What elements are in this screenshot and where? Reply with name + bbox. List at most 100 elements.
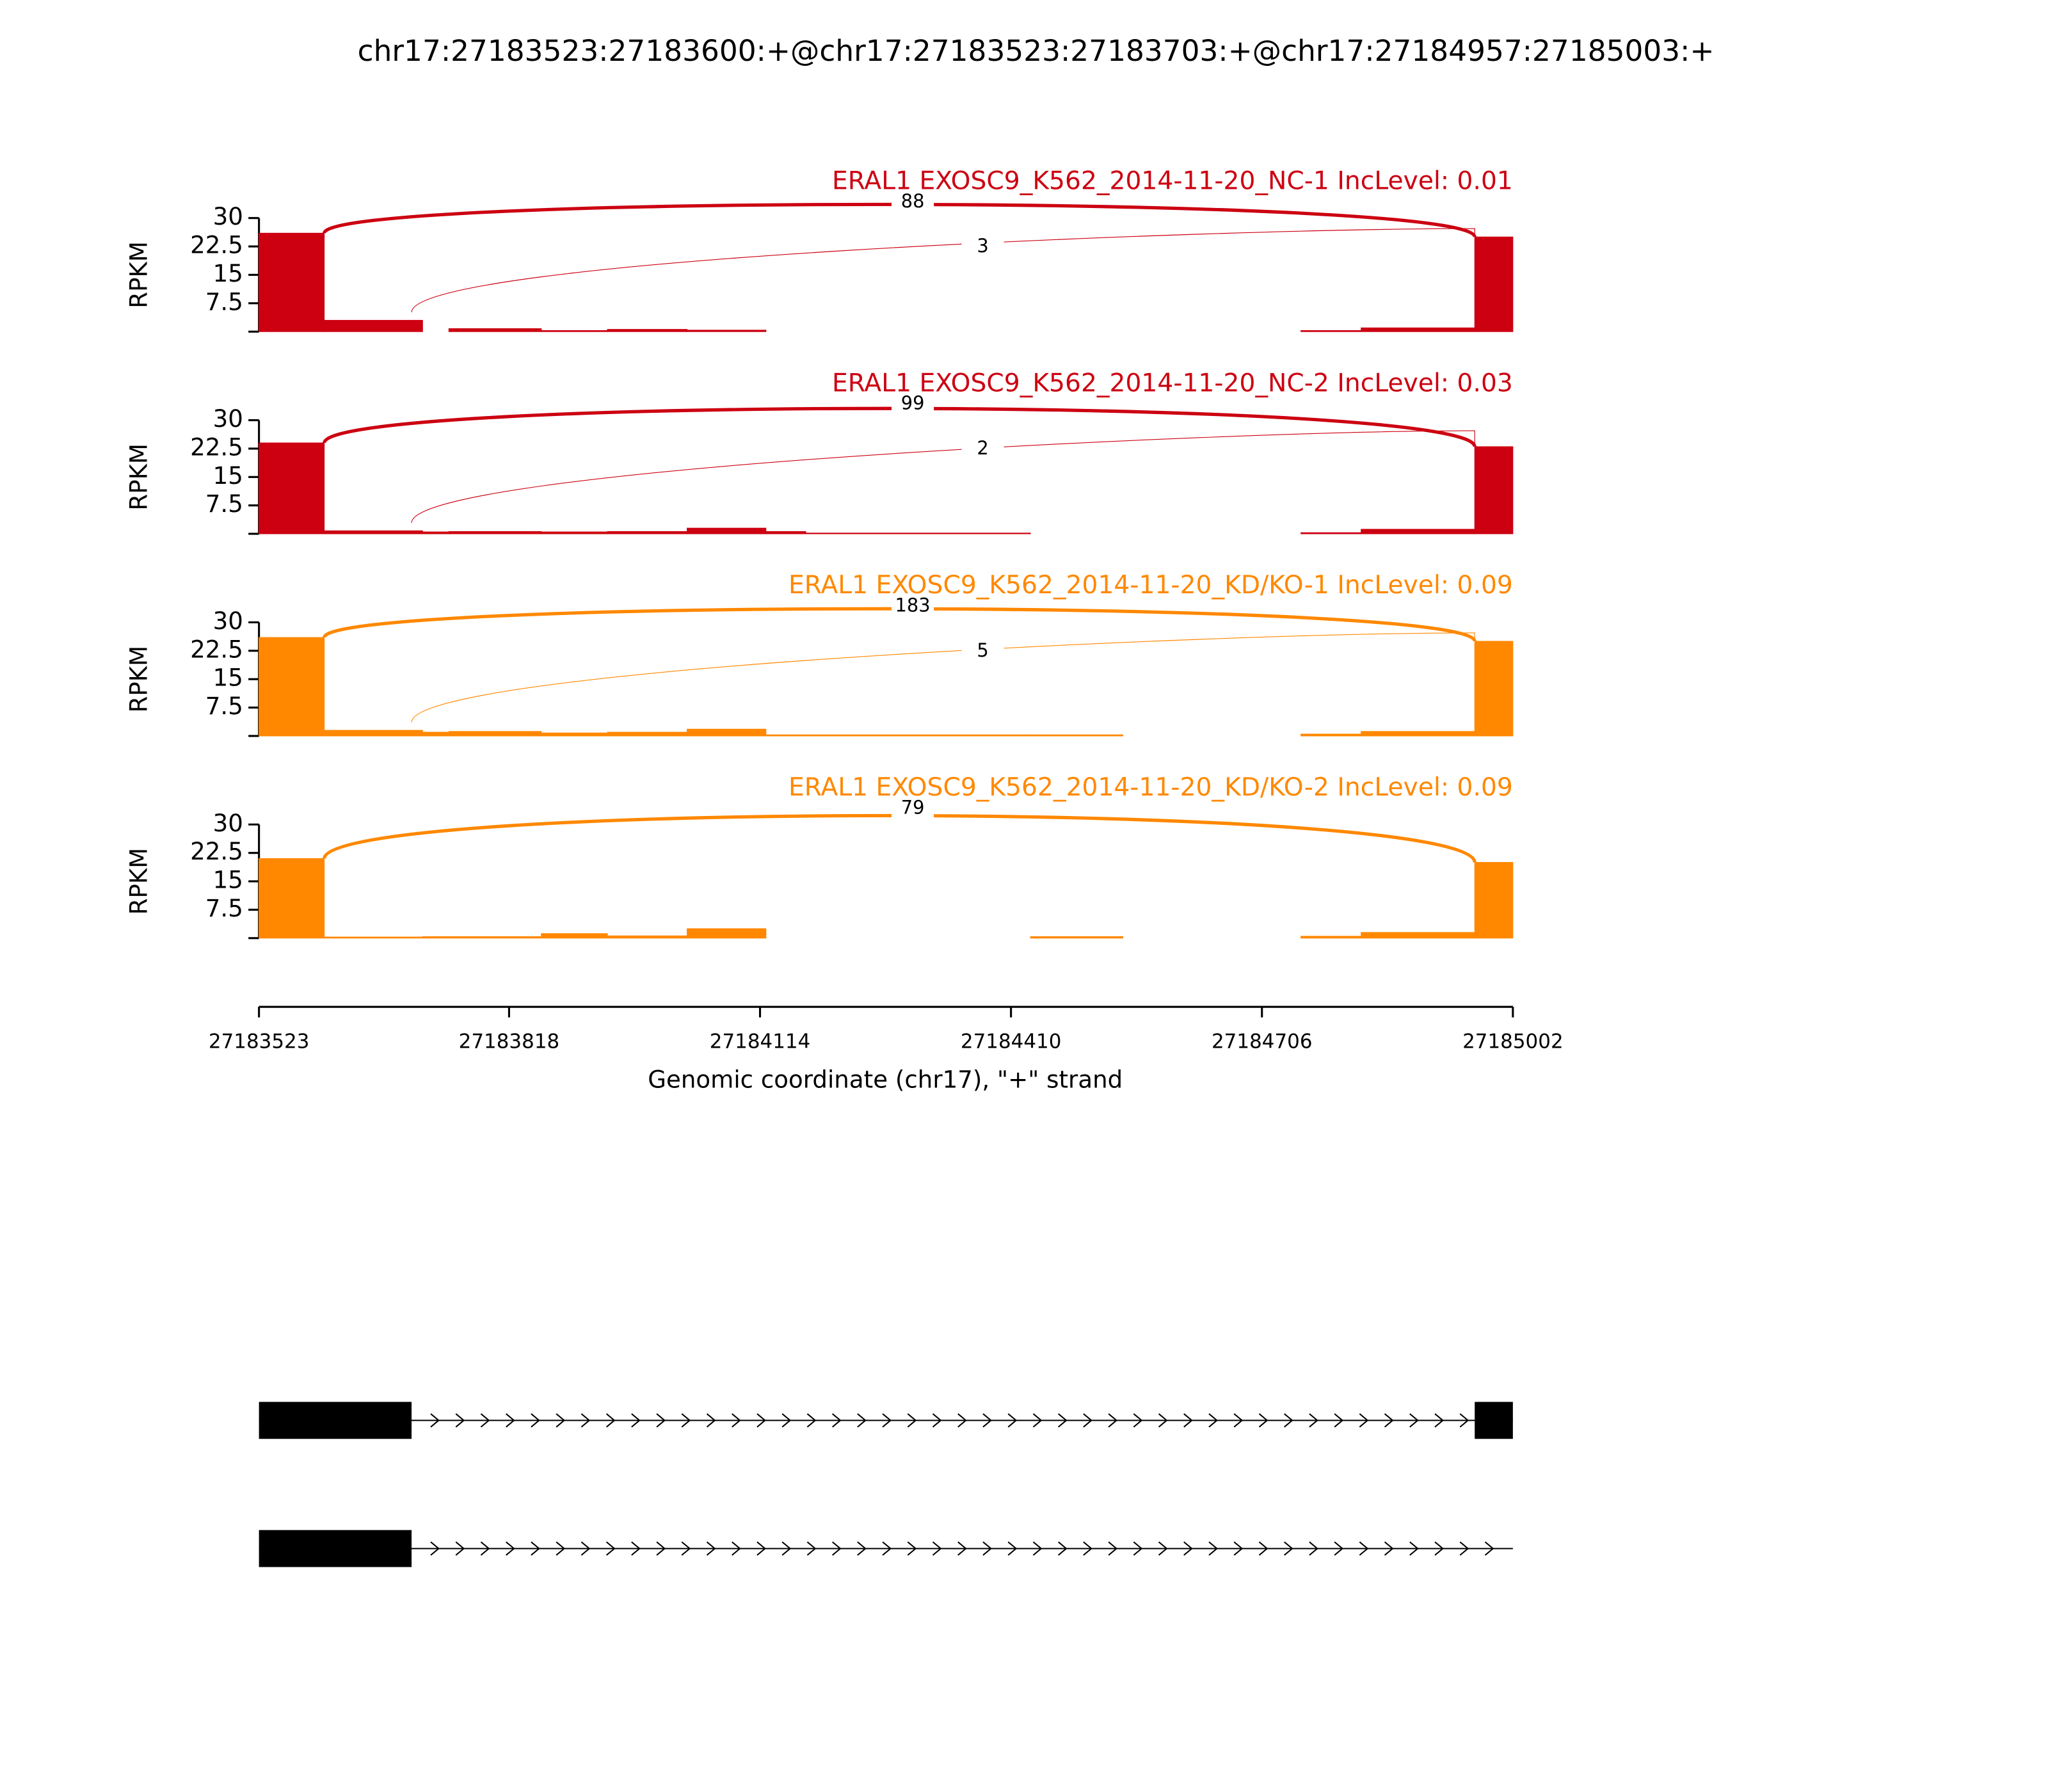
exon xyxy=(1475,1402,1513,1439)
strand-chevron xyxy=(756,1541,766,1556)
junction-count: 3 xyxy=(977,235,988,257)
strand-chevron xyxy=(1284,1541,1293,1556)
coverage-bar xyxy=(805,532,1031,534)
coverage-bar xyxy=(422,732,449,737)
strand-chevron xyxy=(1309,1413,1318,1428)
coverage-bar xyxy=(448,328,542,332)
strand-chevron xyxy=(1409,1541,1419,1556)
y-tick-label: 22.5 xyxy=(190,433,243,461)
junction-count: 183 xyxy=(895,595,931,616)
strand-chevron xyxy=(1133,1413,1143,1428)
x-tick-label: 27184114 xyxy=(710,1030,811,1053)
strand-chevron xyxy=(1459,1413,1469,1428)
strand-chevron xyxy=(1434,1541,1444,1556)
strand-chevron xyxy=(1058,1541,1068,1556)
exon xyxy=(259,1530,412,1567)
coverage-bar xyxy=(687,330,767,332)
strand-chevron xyxy=(430,1413,440,1428)
strand-chevron xyxy=(580,1413,591,1428)
strand-chevron xyxy=(480,1541,490,1556)
coverage-bar xyxy=(324,936,423,939)
strand-chevron xyxy=(531,1413,540,1428)
strand-chevron xyxy=(932,1413,942,1428)
strand-chevron xyxy=(1334,1413,1344,1428)
strand-chevron xyxy=(656,1413,666,1428)
strand-chevron xyxy=(1258,1413,1268,1428)
strand-chevron xyxy=(806,1413,817,1428)
junction-label-bg xyxy=(961,641,1004,662)
strand-chevron xyxy=(1208,1541,1219,1556)
coverage-bar xyxy=(1030,936,1124,939)
strand-chevron xyxy=(907,1413,917,1428)
strand-chevron xyxy=(732,1541,741,1556)
strand-chevron xyxy=(1258,1541,1268,1556)
coverage-bar xyxy=(324,530,423,534)
coverage-bar xyxy=(607,531,688,534)
strand-chevron xyxy=(580,1541,591,1556)
coverage-bar xyxy=(765,531,806,534)
strand-chevron xyxy=(706,1541,716,1556)
coverage-bar xyxy=(1030,734,1124,737)
strand-chevron xyxy=(957,1541,967,1556)
strand-chevron xyxy=(631,1413,641,1428)
coverage-bar xyxy=(422,531,449,534)
strand-chevron xyxy=(556,1541,566,1556)
strand-chevron xyxy=(1083,1541,1092,1556)
y-tick-label: 15 xyxy=(213,664,243,692)
strand-chevron xyxy=(1108,1413,1118,1428)
strand-chevron xyxy=(1409,1413,1419,1428)
coverage-bar xyxy=(324,319,423,332)
strand-chevron xyxy=(1309,1541,1318,1556)
strand-chevron xyxy=(1434,1413,1444,1428)
y-tick-label: 15 xyxy=(213,260,243,287)
strand-chevron xyxy=(1233,1541,1244,1556)
strand-chevron xyxy=(556,1413,566,1428)
coverage-bar xyxy=(448,531,542,534)
strand-chevron xyxy=(1484,1541,1494,1556)
coverage-bar xyxy=(1474,861,1514,939)
coverage-bar xyxy=(448,731,542,737)
strand-chevron xyxy=(430,1541,440,1556)
y-axis-label: RPKM xyxy=(125,444,152,511)
x-tick-label: 27183818 xyxy=(459,1030,560,1053)
strand-chevron xyxy=(1007,1413,1018,1428)
chart-title: chr17:27183523:27183600:+@chr17:27183523… xyxy=(358,34,1715,68)
coverage-bar xyxy=(607,329,688,332)
strand-chevron xyxy=(1208,1413,1219,1428)
coverage-bar xyxy=(541,732,608,737)
strand-chevron xyxy=(1083,1413,1092,1428)
strand-chevron xyxy=(1108,1541,1118,1556)
coverage-bar xyxy=(259,637,325,737)
strand-chevron xyxy=(1459,1541,1469,1556)
strand-chevron xyxy=(455,1413,465,1428)
junction-label-bg xyxy=(961,236,1004,258)
y-tick-label: 15 xyxy=(213,867,243,894)
coverage-bar xyxy=(259,442,325,534)
strand-chevron xyxy=(681,1413,691,1428)
coverage-bar xyxy=(1300,330,1362,332)
coverage-bar xyxy=(1474,446,1514,534)
coverage-bar xyxy=(259,858,325,939)
strand-chevron xyxy=(1058,1413,1068,1428)
y-tick-label: 7.5 xyxy=(205,490,243,518)
y-tick-label: 30 xyxy=(213,203,243,230)
strand-chevron xyxy=(882,1541,892,1556)
strand-chevron xyxy=(455,1541,465,1556)
x-tick-label: 27184706 xyxy=(1212,1030,1313,1053)
junction-label-bg xyxy=(961,438,1004,460)
strand-chevron xyxy=(1359,1413,1369,1428)
panel-title: ERAL1 EXOSC9_K562_2014-11-20_KD/KO-2 Inc… xyxy=(788,773,1513,802)
strand-chevron xyxy=(681,1541,691,1556)
coverage-bar xyxy=(687,928,767,939)
y-axis-label: RPKM xyxy=(125,241,152,308)
strand-chevron xyxy=(631,1541,641,1556)
junction-count: 5 xyxy=(977,639,988,661)
y-tick-label: 22.5 xyxy=(190,232,243,259)
strand-chevron xyxy=(957,1413,967,1428)
junction-label-bg xyxy=(892,596,934,618)
strand-chevron xyxy=(1007,1541,1018,1556)
strand-chevron xyxy=(1032,1413,1043,1428)
strand-chevron xyxy=(781,1541,792,1556)
coverage-bar xyxy=(1361,327,1475,332)
